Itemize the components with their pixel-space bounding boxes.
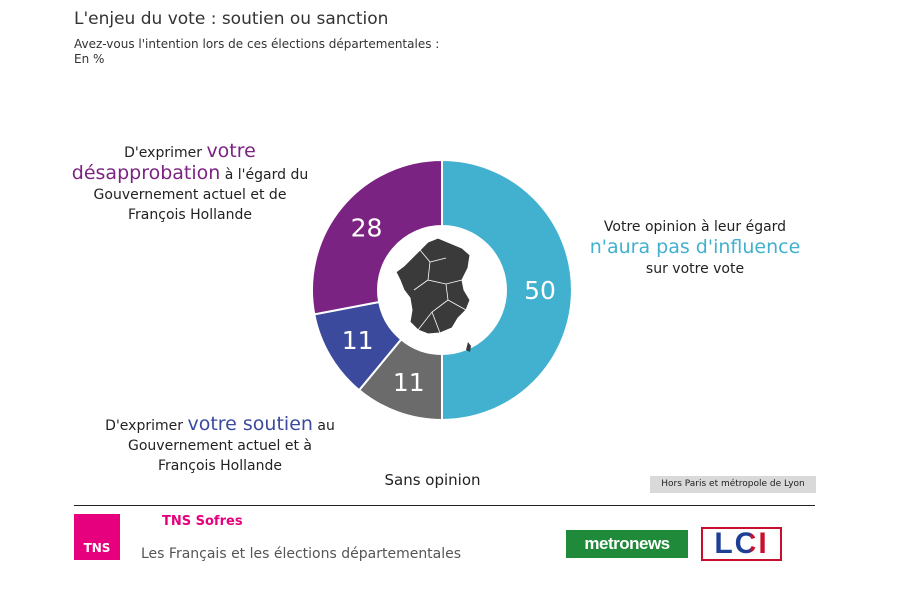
- lci-logo: LCI: [701, 527, 782, 561]
- slice-value-disapproval: 28: [351, 214, 383, 243]
- label-disapproval-highlight2: désapprobation: [71, 162, 221, 184]
- label-disapproval-line4: François Hollande: [128, 207, 252, 223]
- chart-subtitle: Avez-vous l'intention lors de ces électi…: [74, 37, 439, 67]
- label-support-pre: D'exprimer: [105, 418, 188, 434]
- label-no-influence-line3: sur votre vote: [645, 261, 745, 277]
- metronews-logo: metronews: [566, 530, 688, 558]
- label-no-influence-highlight: n'aura pas d'influence: [589, 236, 801, 258]
- label-disapproval-line3: Gouvernement actuel et de: [93, 187, 287, 203]
- chart-title: L'enjeu du vote : soutien ou sanction: [74, 9, 389, 29]
- label-disapproval-pre: D'exprimer: [124, 145, 207, 161]
- label-no-influence: Votre opinion à leur égard n'aura pas d'…: [570, 217, 820, 279]
- footer-divider: [74, 505, 815, 506]
- label-support-line2: Gouvernement actuel et à: [128, 438, 312, 454]
- label-support: D'exprimer votre soutien au Gouvernement…: [80, 414, 360, 476]
- scope-note: Hors Paris et métropole de Lyon: [650, 476, 816, 493]
- label-disapproval-post: à l'égard du: [220, 167, 309, 183]
- label-no-influence-line1: Votre opinion à leur égard: [603, 219, 787, 235]
- slice-value-no_influence: 50: [524, 276, 556, 305]
- label-support-line3: François Hollande: [158, 458, 282, 474]
- tns-logo: TNS: [74, 514, 120, 560]
- slice-value-support: 11: [342, 326, 374, 355]
- study-title: Les Français et les élections départemen…: [141, 546, 462, 562]
- label-disapproval-highlight1: votre: [206, 140, 256, 162]
- lci-logo-text: LCI: [714, 527, 769, 560]
- label-support-post: au: [312, 418, 335, 434]
- slice-value-no_opinion: 11: [393, 368, 425, 397]
- label-support-highlight: votre soutien: [187, 413, 313, 435]
- subtitle-unit: En %: [74, 52, 105, 66]
- subtitle-question: Avez-vous l'intention lors de ces électi…: [74, 37, 440, 51]
- france-map-icon: [395, 237, 471, 352]
- label-disapproval: D'exprimer votre désapprobation à l'égar…: [50, 141, 330, 225]
- label-no-opinion: Sans opinion: [384, 471, 481, 489]
- tns-sofres-name: TNS Sofres: [162, 514, 243, 529]
